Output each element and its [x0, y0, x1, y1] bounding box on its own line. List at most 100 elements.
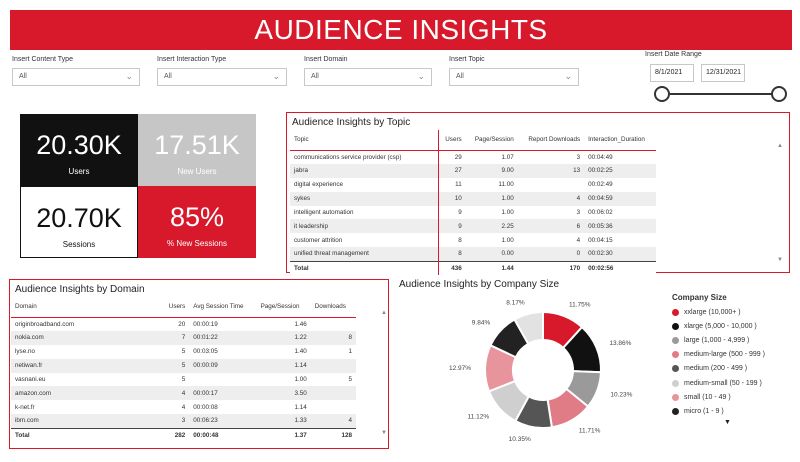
legend-item[interactable]: medium-large (500 - 999 ): [672, 348, 792, 362]
table-total-row: Total 282 00:00:48 1.37 128: [11, 427, 356, 443]
legend-item[interactable]: micro (1 - 9 ): [672, 404, 792, 418]
table-row[interactable]: netiwan.fr 5 00:00:09 1.14: [11, 358, 356, 373]
topic-table: Topic Users Page/Session Report Download…: [290, 130, 656, 276]
legend-dot-icon: [672, 308, 679, 316]
column-header[interactable]: Users: [437, 130, 466, 151]
legend-item[interactable]: small (10 - 49 ): [672, 390, 792, 404]
domain-cell: ibm.com: [11, 414, 161, 429]
downloads-cell: 4: [310, 414, 356, 429]
column-header[interactable]: Page/Session: [465, 130, 518, 151]
legend-label: xxlarge (10,000+ ): [684, 308, 741, 316]
table-row[interactable]: ibm.com 3 00:06:23 1.33 4: [11, 414, 356, 429]
end-date-input[interactable]: 12/31/2021: [701, 64, 745, 82]
date-slider-track[interactable]: [662, 93, 780, 95]
column-header[interactable]: Avg Session Time: [189, 297, 257, 318]
downloads-cell: 6: [517, 219, 585, 234]
topic-cell: communications service provider (csp): [294, 153, 402, 161]
total-duration: 00:02:56: [584, 260, 656, 276]
slice-data-label: 11.12%: [468, 413, 490, 420]
scroll-down-icon[interactable]: ▼: [381, 430, 387, 436]
filter-label: Insert Domain: [304, 56, 348, 63]
column-header[interactable]: Downloads: [310, 297, 356, 318]
users-cell: 4: [181, 403, 186, 411]
legend-label: medium-large (500 - 999 ): [684, 351, 765, 359]
date-slider-end-handle[interactable]: [771, 86, 787, 102]
topic-cell: digital experience: [294, 181, 344, 189]
legend-item[interactable]: medium-small (50 - 199 ): [672, 376, 792, 390]
table-row[interactable]: intelligent automation 9 1.00 3 00:06:02: [290, 205, 656, 220]
filter-label: Insert Content Type: [12, 56, 73, 63]
domain-dropdown[interactable]: All ⌄: [304, 68, 432, 86]
column-header[interactable]: Interaction_Duration: [584, 130, 656, 151]
kpi-label: % New Sessions: [166, 239, 228, 248]
total-users: 282: [161, 427, 190, 443]
table-row[interactable]: originbroadband.com 20 00:00:19 1.46: [11, 317, 356, 331]
kpi-label: Users: [68, 167, 90, 176]
sessions-kpi-card: 20.70K Sessions: [20, 186, 138, 258]
downloads-cell: 1: [348, 348, 352, 356]
users-cell: 7: [161, 330, 190, 345]
column-header[interactable]: Users: [161, 297, 190, 318]
scroll-up-icon[interactable]: ▲: [777, 143, 783, 149]
topic-cell: jabra: [290, 163, 438, 178]
table-row[interactable]: communications service provider (csp) 29 1…: [290, 150, 656, 164]
legend-title: Company Size: [672, 293, 727, 302]
legend-label: large (1,000 - 4,999 ): [684, 336, 750, 344]
slice-data-label: 9.84%: [472, 319, 491, 326]
users-cell: 10: [437, 191, 466, 206]
table-header-row: Topic Users Page/Session Report Download…: [290, 130, 656, 151]
table-row[interactable]: sykes 10 1.00 4 00:04:59: [290, 191, 656, 206]
table-row[interactable]: vasnani.eu 5 1.00 5: [11, 373, 356, 387]
scroll-down-icon[interactable]: ▼: [777, 257, 783, 263]
column-header[interactable]: Topic: [290, 130, 438, 151]
downloads-cell: 8: [310, 330, 356, 345]
duration-cell: 00:04:15: [588, 236, 613, 244]
table-row[interactable]: unified threat management 8 0.00 0 00:02:30: [290, 247, 656, 262]
legend-dot-icon: [672, 322, 679, 330]
table-row[interactable]: nokia.com 7 00:01:22 1.22 8: [11, 330, 356, 345]
table-row[interactable]: customer attrition 8 1.00 4 00:04:15: [290, 233, 656, 248]
domain-cell: k-net.fr: [15, 403, 35, 411]
users-cell: 8: [437, 233, 466, 248]
total-page-session: 1.44: [465, 260, 518, 276]
new-users-kpi-card: 17.51K New Users: [138, 114, 256, 186]
topic-dropdown[interactable]: All ⌄: [449, 68, 579, 86]
users-cell: 20: [178, 320, 186, 328]
page-session-cell: 1.14: [256, 358, 311, 373]
legend-dot-icon: [672, 365, 679, 373]
slice-data-label: 13.86%: [609, 340, 631, 347]
interaction-type-dropdown[interactable]: All ⌄: [157, 68, 287, 86]
start-date-input[interactable]: 8/1/2021: [650, 64, 694, 82]
legend-item[interactable]: medium (200 - 499 ): [672, 362, 792, 376]
avg-session-cell: [189, 373, 256, 387]
donut-slice[interactable]: [513, 310, 544, 346]
legend-item[interactable]: xlarge (5,000 - 10,000 ): [672, 319, 792, 333]
duration-cell: 00:04:49: [588, 153, 613, 161]
domain-cell: netiwan.fr: [11, 358, 161, 373]
content-type-dropdown[interactable]: All ⌄: [12, 68, 140, 86]
column-header[interactable]: Page/Session: [256, 297, 311, 318]
column-header[interactable]: Report Downloads: [517, 130, 585, 151]
duration-cell: 00:02:49: [588, 181, 613, 189]
avg-session-cell: 00:00:09: [189, 358, 257, 373]
total-downloads: 128: [310, 427, 356, 443]
date-slider-start-handle[interactable]: [654, 86, 670, 102]
legend-dot-icon: [672, 407, 679, 415]
table-row[interactable]: lyse.no 5 00:03:05 1.40 1: [11, 345, 356, 359]
total-users: 436: [437, 260, 466, 276]
table-row[interactable]: jabra 27 9.00 13 00:02:25: [290, 163, 656, 178]
legend-item[interactable]: xxlarge (10,000+ ): [672, 305, 792, 319]
page-session-cell: 1.14: [294, 403, 307, 411]
scroll-up-icon[interactable]: ▲: [381, 310, 387, 316]
legend-item[interactable]: large (1,000 - 4,999 ): [672, 333, 792, 347]
table-row[interactable]: digital experience 11 11.00 00:02:49: [290, 177, 656, 192]
column-header[interactable]: Domain: [11, 297, 161, 318]
table-row[interactable]: it leadership 9 2.25 6 00:05:36: [290, 219, 656, 234]
legend-more-icon[interactable]: ▼: [724, 418, 731, 426]
page-session-cell: 1.00: [501, 209, 514, 216]
table-row[interactable]: k-net.fr 4 00:00:08 1.14: [11, 400, 356, 414]
downloads-cell: 5: [348, 376, 352, 383]
legend-dot-icon: [672, 379, 679, 387]
duration-cell: 00:02:25: [584, 163, 656, 178]
table-row[interactable]: amazon.com 4 00:00:17 3.50: [11, 386, 356, 401]
